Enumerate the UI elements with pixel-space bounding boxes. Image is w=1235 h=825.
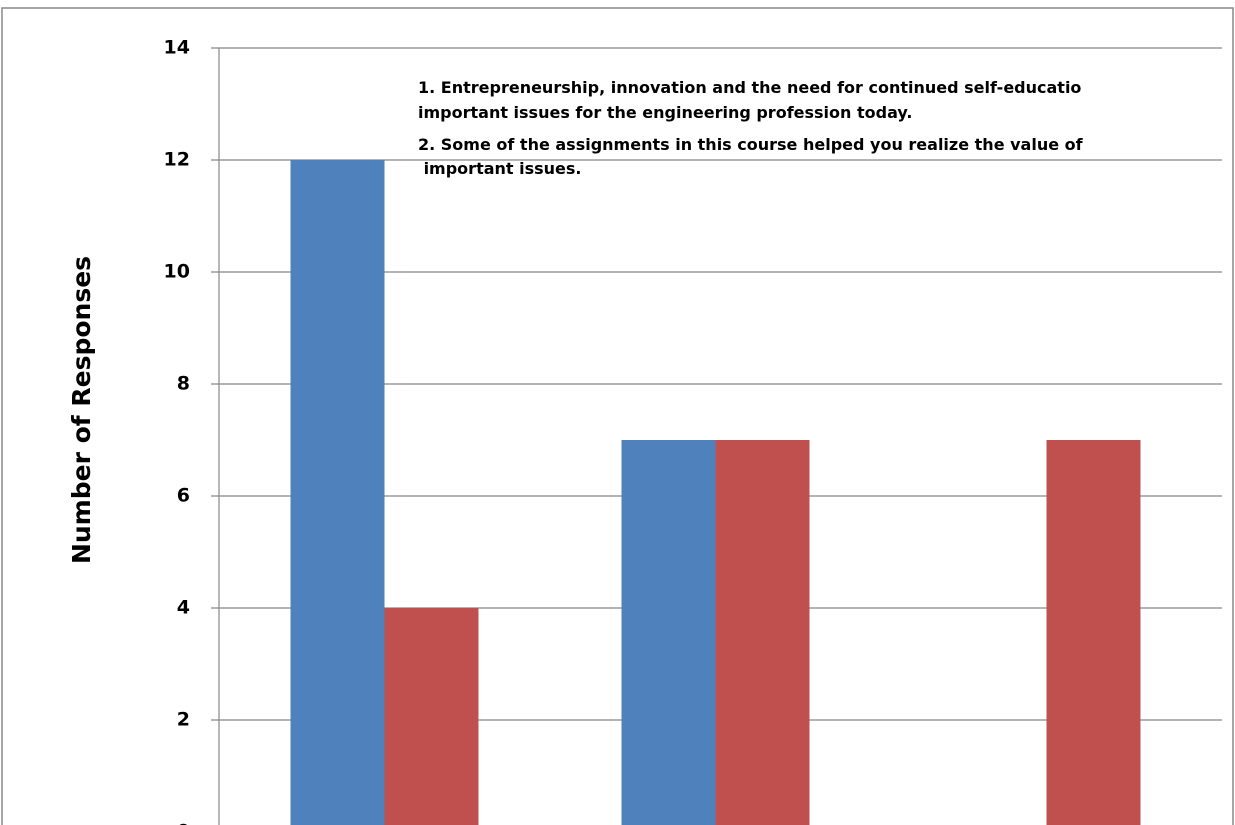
y-tick-label: 2 [177,709,190,731]
y-tick-label: 4 [177,597,190,619]
chart-border [1,7,1234,825]
y-tick-label: 0 [177,821,190,825]
y-tick-label: 8 [177,373,190,395]
y-axis-label: Number of Responses [67,256,96,564]
bar [384,608,479,825]
y-tick-label: 10 [164,261,190,283]
bar [290,160,385,825]
annotation: 2. Some of the assignments in this cours… [418,135,1084,154]
annotation: 1. Entrepreneurship, innovation and the … [418,78,1081,97]
bar [621,440,716,825]
annotation: important issues. [418,159,582,178]
y-tick-label: 12 [164,149,190,171]
annotation: important issues for the engineering pro… [418,103,912,122]
bar [1046,440,1141,825]
y-tick-label: 14 [164,37,190,59]
bar [715,440,810,825]
y-tick-label: 6 [177,485,190,507]
